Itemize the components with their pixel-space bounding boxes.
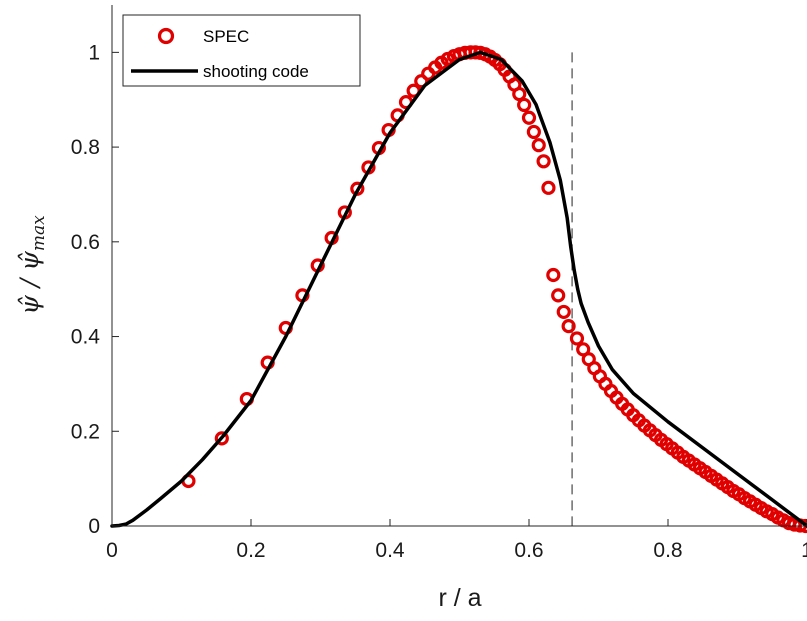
tick-labels: 0 0.2 0.4 0.6 0.8 1 0 0.2 0.4 0.6 0.8 1	[71, 41, 807, 562]
spec-marker	[546, 267, 561, 283]
x-tick-label: 0.6	[514, 539, 543, 562]
x-tick-label: 1	[801, 539, 807, 562]
y-tick-label: 0.8	[71, 136, 100, 159]
shooting-code-line	[110, 50, 807, 528]
spec-marker	[556, 304, 571, 320]
legend-marker-spec	[157, 27, 175, 45]
spec-marker	[517, 97, 532, 113]
legend-label-shooting-code: shooting code	[203, 62, 309, 81]
x-tick-label: 0	[106, 539, 118, 562]
spec-marker	[512, 86, 527, 102]
y-tick-label: 0.6	[71, 231, 100, 254]
tick-marks	[111, 51, 807, 527]
spec-marker	[526, 124, 541, 140]
y-tick-label: 0.2	[71, 420, 100, 443]
y-tick-label: 0.4	[71, 326, 101, 349]
y-axis-label: ψ̂ / ψ̂max	[15, 215, 49, 315]
spec-marker	[576, 342, 591, 357]
spec-marker	[551, 288, 566, 303]
spec-marker	[414, 74, 429, 89]
legend-label-spec: SPEC	[203, 27, 249, 46]
y-tick-label: 0	[88, 515, 100, 538]
spec-marker	[561, 319, 576, 334]
spec-marker	[541, 180, 556, 195]
y-axis-label-base: ψ̂ / ψ̂	[15, 251, 44, 315]
legend-box	[122, 14, 361, 87]
x-tick-label: 0.2	[236, 539, 265, 562]
axes	[111, 5, 807, 527]
y-tick-label: 1	[88, 41, 100, 64]
x-axis-label: r / a	[438, 584, 481, 612]
spec-marker	[536, 154, 551, 169]
spec-marker	[214, 431, 229, 446]
spec-marker	[569, 331, 585, 346]
x-tick-label: 0.4	[375, 539, 405, 562]
spec-marker	[531, 138, 546, 153]
y-axis-label-subscript: max	[29, 215, 49, 251]
x-tick-label: 0.8	[653, 539, 682, 562]
legend: SPEC shooting code	[122, 14, 361, 87]
spec-marker	[521, 110, 537, 125]
